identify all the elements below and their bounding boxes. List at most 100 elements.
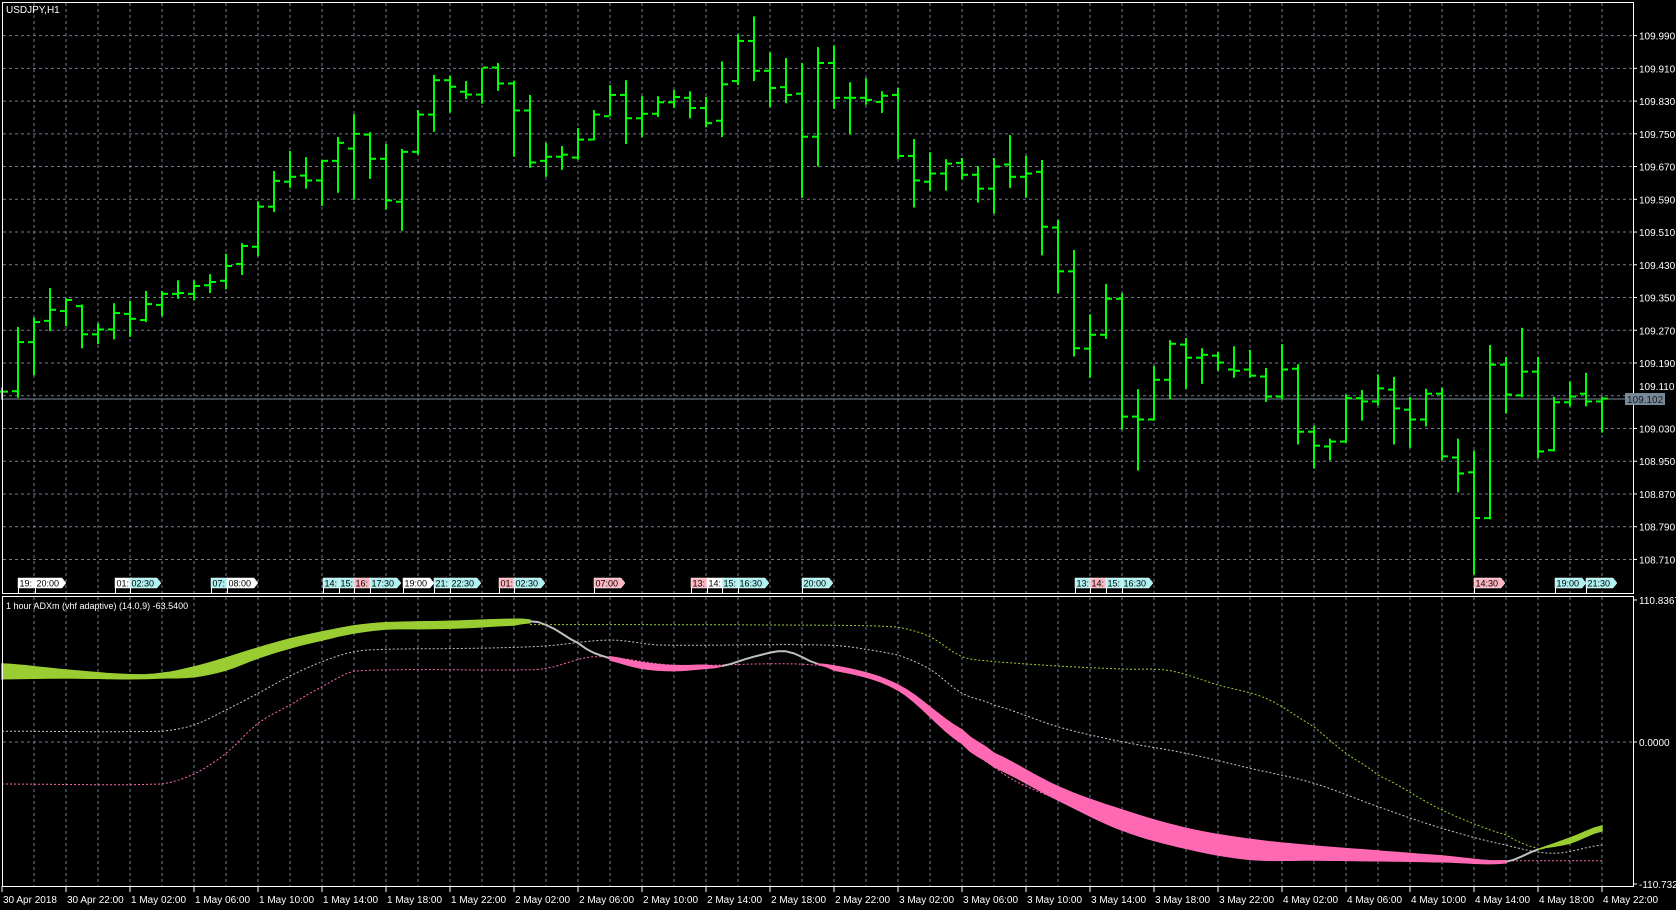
price-bar[interactable] xyxy=(1484,344,1496,520)
event-flag[interactable]: 02:30 xyxy=(129,577,162,594)
price-bar[interactable] xyxy=(60,298,72,327)
price-bar[interactable] xyxy=(748,16,760,82)
price-bar[interactable] xyxy=(764,52,776,108)
price-bar[interactable] xyxy=(1436,387,1448,461)
price-bar[interactable] xyxy=(1132,389,1144,471)
price-bar[interactable] xyxy=(1580,372,1592,407)
price-bar[interactable] xyxy=(1116,293,1128,430)
price-bar[interactable] xyxy=(796,63,808,198)
price-bar[interactable] xyxy=(684,91,696,119)
price-bar[interactable] xyxy=(332,137,344,193)
price-bar[interactable] xyxy=(252,201,264,257)
price-bar[interactable] xyxy=(204,274,216,294)
event-flag[interactable]: 19:00 xyxy=(1554,577,1587,594)
price-bar[interactable] xyxy=(140,290,152,323)
price-bar[interactable] xyxy=(700,96,712,128)
price-bar[interactable] xyxy=(412,110,424,155)
price-bar[interactable] xyxy=(348,114,360,200)
price-bar[interactable] xyxy=(220,253,232,290)
price-bars[interactable] xyxy=(0,16,1608,575)
price-bar[interactable] xyxy=(1196,348,1208,384)
price-bar[interactable] xyxy=(1596,396,1608,433)
price-bar[interactable] xyxy=(1164,340,1176,400)
price-bar[interactable] xyxy=(940,159,952,191)
price-bar[interactable] xyxy=(44,288,56,332)
price-bar[interactable] xyxy=(1468,450,1480,575)
event-flag[interactable]: 21:30 xyxy=(1585,577,1618,594)
price-bar[interactable] xyxy=(1228,346,1240,378)
event-flag[interactable]: 16:30 xyxy=(1121,577,1154,594)
price-bar[interactable] xyxy=(588,110,600,141)
price-bar[interactable] xyxy=(76,304,88,349)
price-bar[interactable] xyxy=(1404,396,1416,448)
price-bar[interactable] xyxy=(1084,314,1096,378)
price-bar[interactable] xyxy=(108,303,120,340)
price-bar[interactable] xyxy=(236,243,248,276)
price-bar[interactable] xyxy=(1388,376,1400,445)
price-bar[interactable] xyxy=(316,159,328,206)
price-bar[interactable] xyxy=(1260,367,1272,402)
price-bar[interactable] xyxy=(428,74,440,132)
price-bar[interactable] xyxy=(668,90,680,109)
price-bar[interactable] xyxy=(1100,284,1112,339)
event-flag[interactable]: 16:30 xyxy=(737,577,770,594)
price-bar[interactable] xyxy=(1004,135,1016,188)
price-bar[interactable] xyxy=(508,80,520,157)
price-bar[interactable] xyxy=(780,58,792,104)
price-bar[interactable] xyxy=(1180,338,1192,389)
event-flag[interactable]: 02:30 xyxy=(513,577,546,594)
price-bar[interactable] xyxy=(620,80,632,145)
price-bar[interactable] xyxy=(268,171,280,212)
price-bar[interactable] xyxy=(604,85,616,118)
price-bar[interactable] xyxy=(988,157,1000,214)
price-bar[interactable] xyxy=(1500,356,1512,414)
price-bar[interactable] xyxy=(652,96,664,118)
time-axis[interactable]: 30 Apr 2018 30 Apr 22:00 1 May 02:00 1 May … xyxy=(1,886,1658,906)
price-bar[interactable] xyxy=(1532,356,1544,459)
event-flag[interactable]: 20:00 xyxy=(34,577,67,594)
price-bar[interactable] xyxy=(892,87,904,159)
price-bar[interactable] xyxy=(1292,364,1304,445)
price-bar[interactable] xyxy=(1420,388,1432,427)
price-bar[interactable] xyxy=(876,91,888,113)
price-bar[interactable] xyxy=(460,81,472,100)
price-bar[interactable] xyxy=(844,82,856,135)
price-bar[interactable] xyxy=(924,152,936,191)
price-bar[interactable] xyxy=(92,323,104,345)
price-bar[interactable] xyxy=(396,148,408,231)
price-bar[interactable] xyxy=(188,280,200,301)
price-bar[interactable] xyxy=(732,34,744,86)
price-bar[interactable] xyxy=(28,317,40,376)
price-bar[interactable] xyxy=(380,144,392,210)
price-bar[interactable] xyxy=(572,128,584,160)
price-bar[interactable] xyxy=(476,66,488,104)
price-bar[interactable] xyxy=(1452,438,1464,493)
price-bar[interactable] xyxy=(716,61,728,138)
price-bar[interactable] xyxy=(1036,160,1048,256)
adx-indicator[interactable] xyxy=(1,618,1603,865)
price-bar[interactable] xyxy=(972,166,984,203)
price-bar[interactable] xyxy=(1564,381,1576,407)
event-flag[interactable]: 19:00 xyxy=(402,577,435,594)
price-bar[interactable] xyxy=(1516,327,1528,398)
price-bar[interactable] xyxy=(1244,349,1256,378)
price-bar[interactable] xyxy=(172,280,184,299)
price-bar[interactable] xyxy=(1212,351,1224,371)
price-bar[interactable] xyxy=(1068,250,1080,357)
price-bar[interactable] xyxy=(636,96,648,138)
price-bar[interactable] xyxy=(812,47,824,167)
price-bar[interactable] xyxy=(1324,438,1336,461)
price-bar[interactable] xyxy=(908,139,920,208)
price-bar[interactable] xyxy=(540,142,552,177)
price-bar[interactable] xyxy=(1276,344,1288,400)
event-flag[interactable]: 14:30 xyxy=(1473,577,1506,594)
price-bar[interactable] xyxy=(300,157,312,189)
price-bar[interactable] xyxy=(828,45,840,109)
price-bar[interactable] xyxy=(12,326,24,398)
price-bar[interactable] xyxy=(1148,365,1160,421)
price-bar[interactable] xyxy=(1340,394,1352,443)
price-bar[interactable] xyxy=(1548,396,1560,452)
event-flags[interactable]: 19: 20:00 01: 02:30 07: 08:00 14: 15: 16: 17:30 19… xyxy=(17,577,1618,594)
price-bar[interactable] xyxy=(1356,390,1368,421)
